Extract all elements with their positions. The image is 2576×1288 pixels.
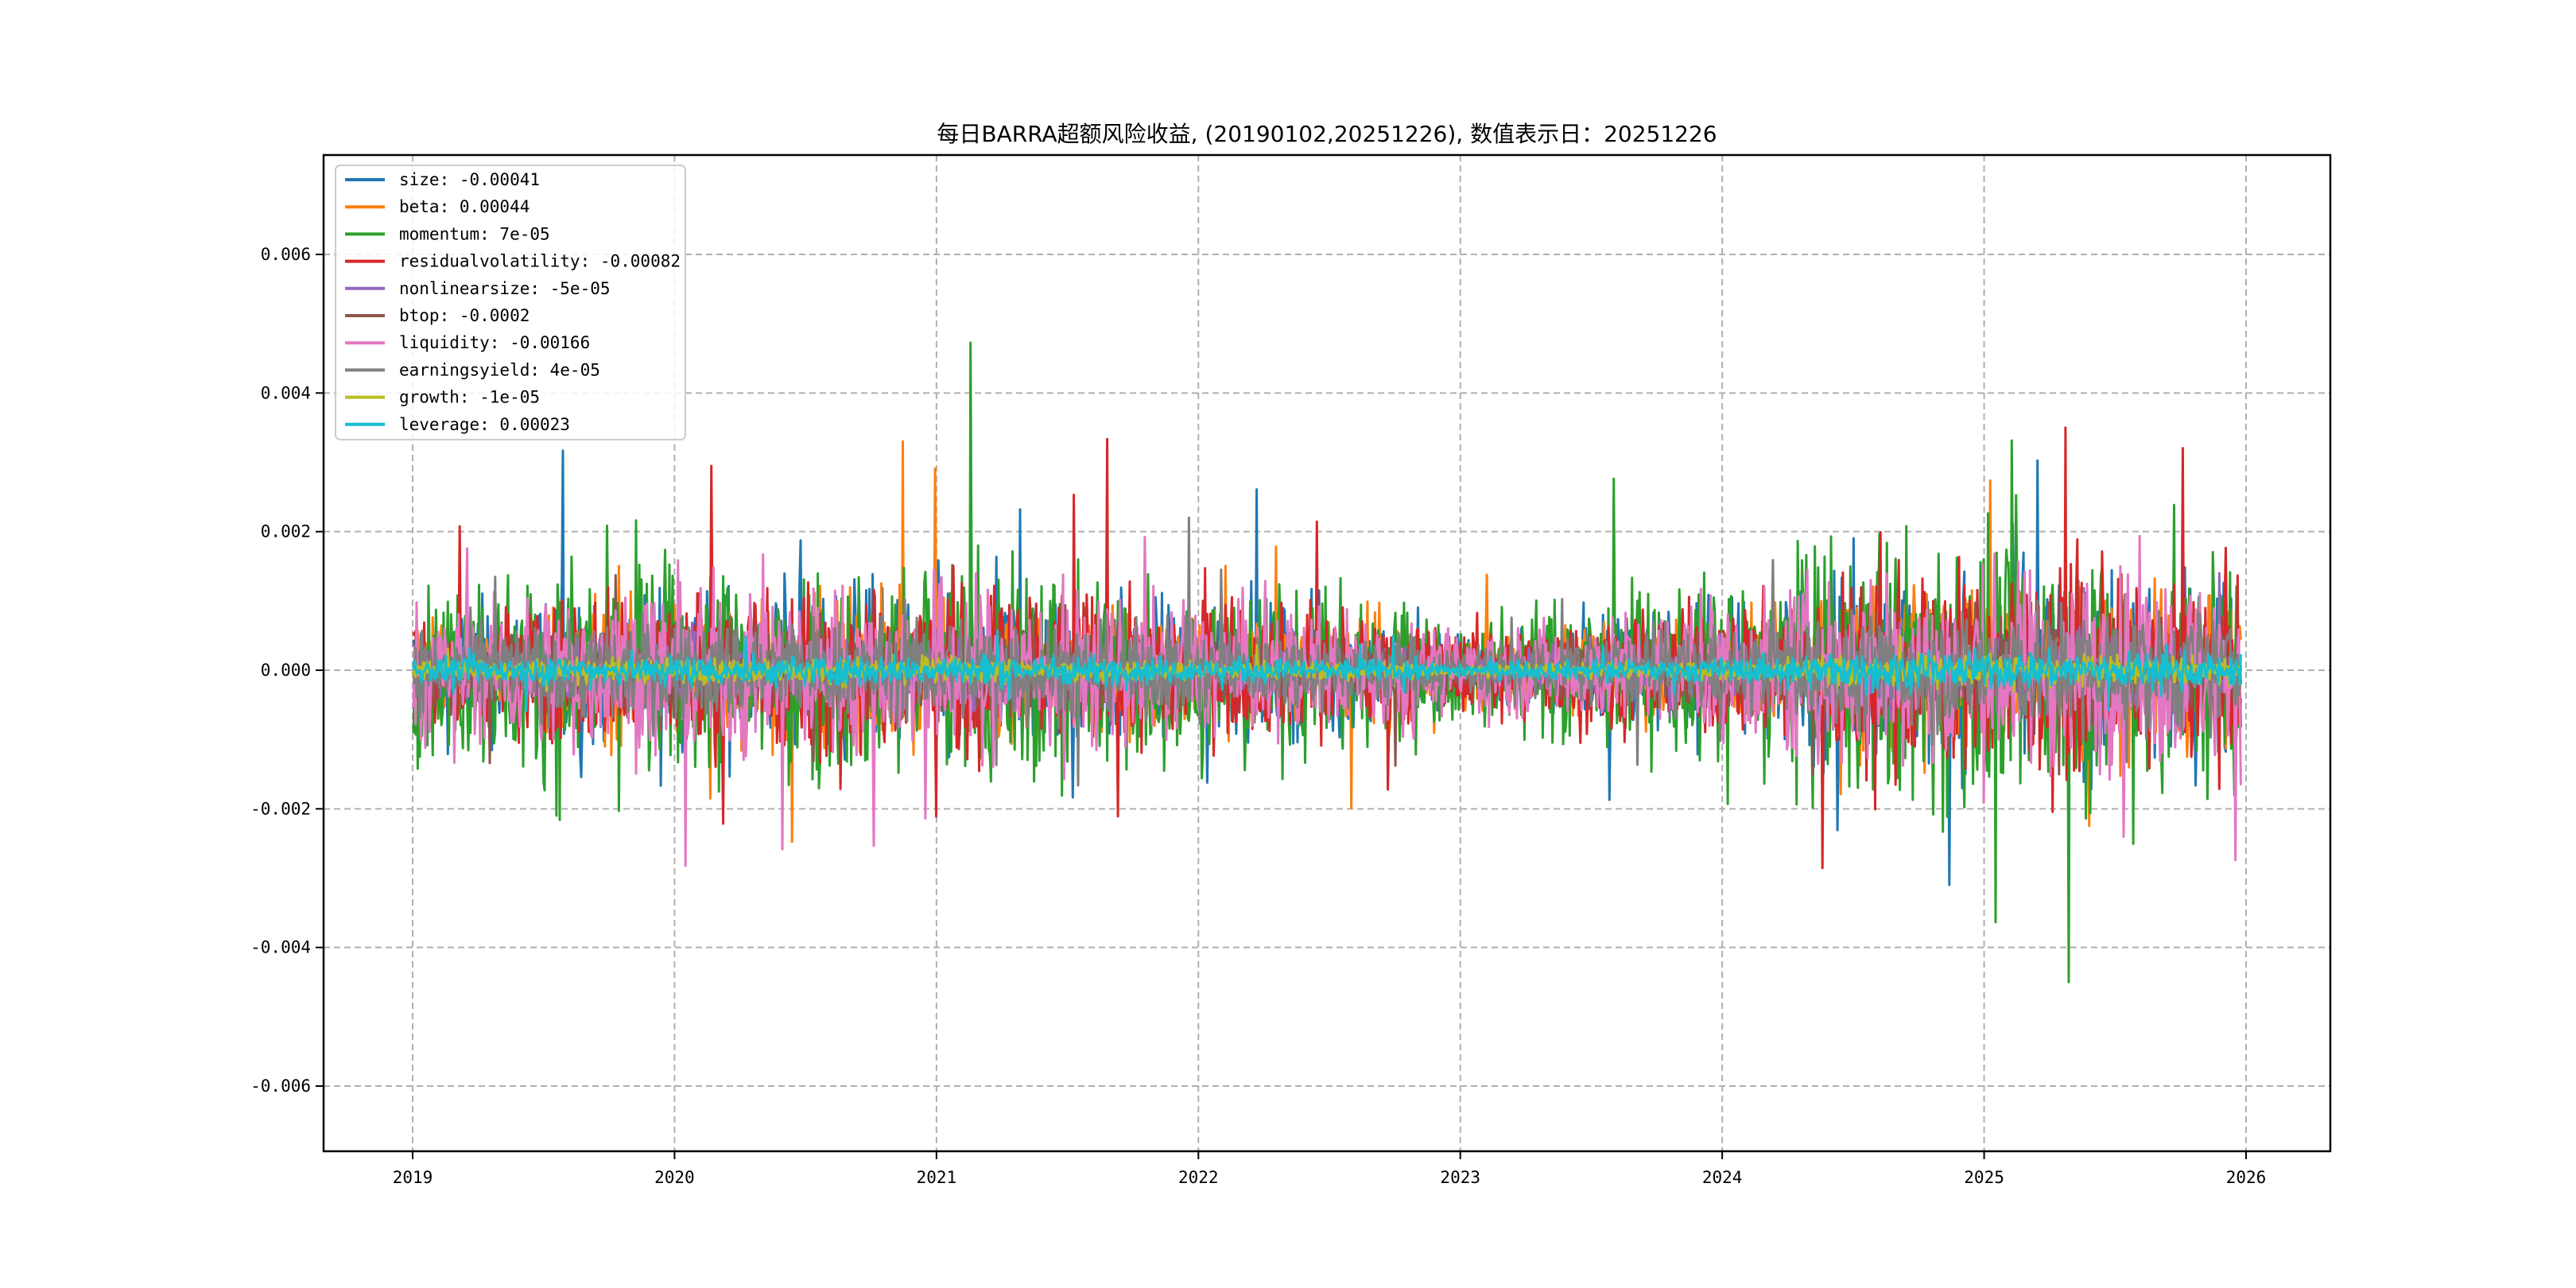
legend-label-earningsyield: earningsyield: 4e-05 — [399, 360, 600, 379]
legend-label-growth: growth: -1e-05 — [399, 388, 540, 407]
x-tick-label: 2023 — [1440, 1168, 1480, 1187]
x-tick-label: 2022 — [1178, 1168, 1219, 1187]
legend-label-momentum: momentum: 7e-05 — [399, 224, 550, 243]
y-tick-label: -0.002 — [250, 799, 311, 818]
legend-box — [335, 165, 686, 440]
plot-frame — [322, 153, 2332, 1153]
x-tick-label: 2024 — [1702, 1168, 1743, 1187]
legend-label-beta: beta: 0.00044 — [399, 197, 530, 216]
y-tick-label: 0.000 — [261, 661, 311, 680]
series-line-leverage — [412, 629, 2242, 712]
x-axis: 2019 2020 2021 2022 2023 2024 2025 2026 — [393, 1151, 2267, 1187]
y-tick-label: -0.006 — [250, 1077, 311, 1096]
legend-label-nonlinearsize: nonlinearsize: -5e-05 — [399, 279, 611, 298]
series-lines — [412, 341, 2242, 983]
x-tick-label: 2019 — [393, 1168, 433, 1187]
legend-label-leverage: leverage: 0.00023 — [399, 415, 570, 434]
y-axis: -0.006 -0.004 -0.002 0.000 0.002 0.004 0.006 — [250, 245, 324, 1096]
legend-label-liquidity: liquidity: -0.00166 — [399, 333, 590, 352]
y-tick-label: -0.004 — [250, 938, 311, 957]
chart-title: 每日BARRA超额风险收益, (20190102,20251226), 数值表示… — [937, 121, 1717, 147]
y-tick-label: 0.002 — [261, 522, 311, 541]
x-tick-label: 2020 — [654, 1168, 695, 1187]
x-tick-label: 2026 — [2226, 1168, 2267, 1187]
x-tick-label: 2021 — [917, 1168, 957, 1187]
legend-label-size: size: -0.00041 — [399, 170, 540, 189]
legend-label-btop: btop: -0.0002 — [399, 306, 530, 325]
legend-label-residualvolatility: residualvolatility: -0.00082 — [399, 252, 681, 271]
legend: size: -0.00041 beta: 0.00044 momentum: 7e-… — [335, 165, 686, 440]
y-tick-label: 0.006 — [261, 245, 311, 264]
x-tick-label: 2025 — [1964, 1168, 2004, 1187]
y-tick-label: 0.004 — [261, 383, 311, 402]
